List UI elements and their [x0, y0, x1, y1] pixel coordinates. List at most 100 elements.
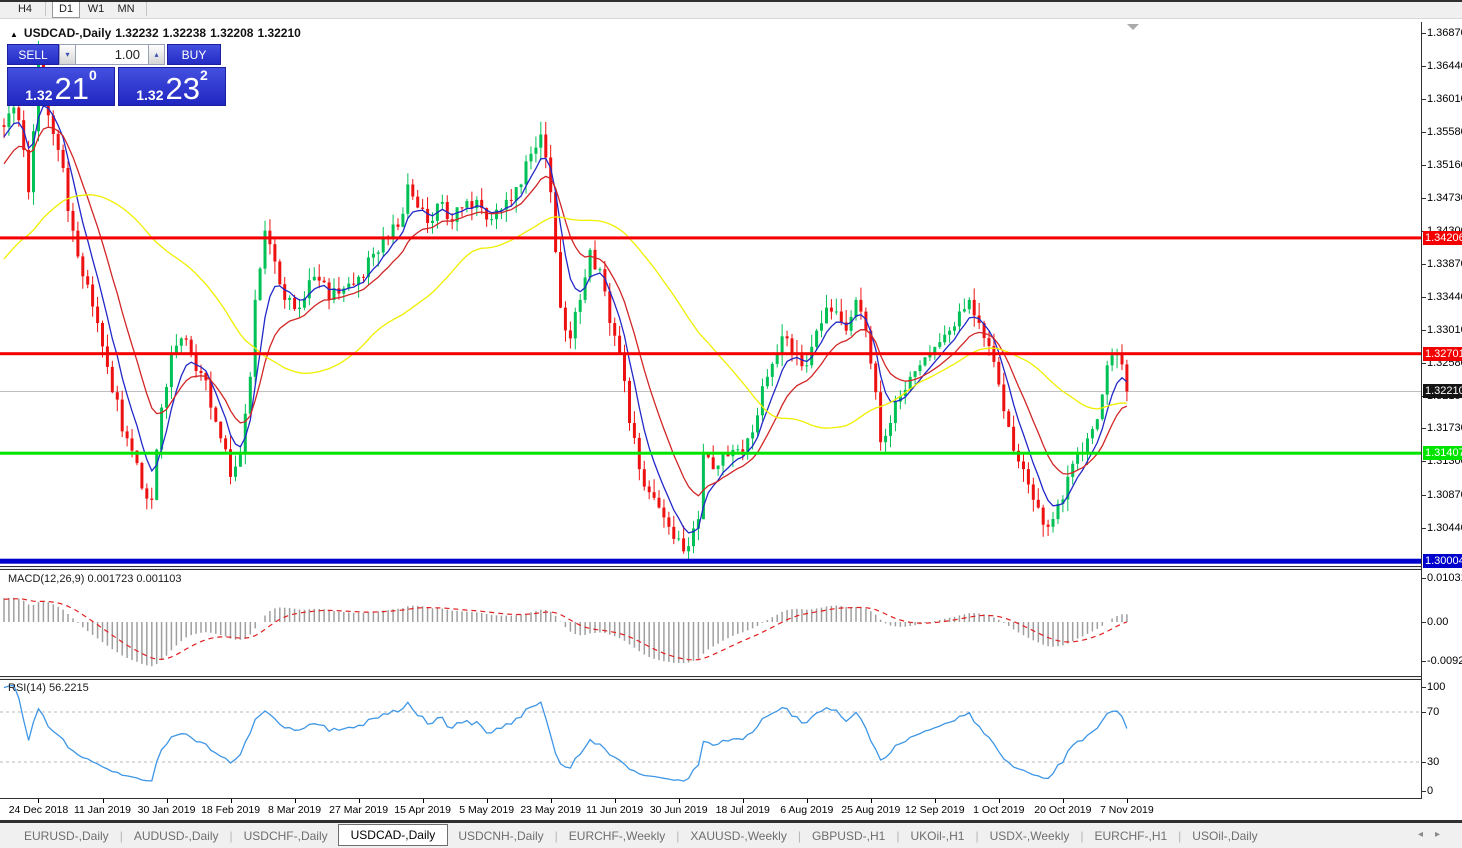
pane-gap[interactable]	[0, 677, 1462, 679]
chart-tab-ukoil[interactable]: UKOil-,H1	[910, 828, 965, 843]
price-label-box: 1.32210	[1423, 384, 1462, 399]
timeframe-button-d1[interactable]: D1	[52, 0, 80, 18]
buy-price-base: 1.32	[136, 87, 164, 103]
price-label-box: 1.31407	[1423, 446, 1462, 461]
ohlc-low: 1.32208	[210, 26, 254, 40]
time-tick	[38, 799, 40, 803]
ma-line-sma45[interactable]	[3, 194, 1127, 429]
chart-tab-usoil[interactable]: USOil-,Daily	[1192, 828, 1258, 843]
time-label: 20 Oct 2019	[1034, 804, 1092, 816]
chart-tab-xauusd[interactable]: XAUUSD-,Weekly	[690, 828, 787, 843]
chart-tab-eurchf[interactable]: EURCHF-,Weekly	[568, 828, 666, 843]
time-tick	[870, 799, 872, 803]
ohlc-close: 1.32210	[257, 26, 301, 40]
axis-tick	[1422, 296, 1426, 298]
tab-scroll-left-icon[interactable]: ◂	[1417, 829, 1435, 840]
price-label-box: 1.30004	[1423, 554, 1462, 569]
time-label: 11 Jun 2019	[586, 804, 644, 816]
macd-histogram	[3, 597, 1128, 667]
collapse-icon[interactable]: ▲	[10, 30, 18, 39]
time-tick	[230, 799, 232, 803]
time-label: 5 May 2019	[459, 804, 515, 816]
sell-price-button[interactable]: 1.32 21 0	[7, 67, 115, 106]
price-tick-label: 1.30870	[1427, 488, 1462, 501]
sell-price-big: 21	[54, 71, 89, 106]
pane-gap[interactable]	[0, 567, 1462, 569]
chart-tab-usdx[interactable]: USDX-,Weekly	[989, 828, 1070, 843]
axis-tick	[1422, 762, 1426, 763]
time-label: 30 Jan 2019	[137, 804, 196, 816]
rsi-scale-label: 70	[1427, 706, 1440, 718]
toolbar-separator	[45, 2, 46, 16]
horizontal-line[interactable]	[0, 558, 1421, 564]
axis-tick	[1422, 66, 1426, 68]
axis-tick	[1422, 33, 1426, 34]
rsi-scale-label: 30	[1427, 756, 1440, 768]
time-label: 7 Nov 2019	[1100, 804, 1154, 816]
axis-tick	[1422, 329, 1426, 331]
tab-separator: |	[229, 828, 233, 843]
symbol-label: USDCAD-,Daily	[23, 26, 112, 40]
tab-separator: |	[896, 828, 900, 843]
macd-scale-label: 0.010311	[1427, 572, 1462, 585]
rsi-pane[interactable]	[0, 680, 1421, 798]
chart-tab-usdchf[interactable]: USDCHF-,Daily	[243, 828, 328, 843]
timeframe-button-mn[interactable]: MN	[117, 3, 135, 15]
bear-candle-wicks	[3, 49, 1128, 554]
bull-candle-wicks	[8, 40, 1118, 561]
chart-tab-eurusd[interactable]: EURUSD-,Daily	[24, 828, 109, 843]
axis-tick	[1422, 661, 1426, 663]
rsi-label: RSI(14) 56.2215	[8, 682, 89, 694]
buy-price-sup: 2	[199, 67, 208, 83]
chart-tab-audusd[interactable]: AUDUSD-,Daily	[133, 828, 219, 843]
chart-tab-bar: EURUSD-,Daily | AUDUSD-,Daily | USDCHF-,Dail…	[0, 823, 1462, 848]
axis-tick	[1422, 99, 1426, 101]
axis-tick	[1422, 164, 1426, 166]
ma-line-ema14[interactable]	[3, 126, 1128, 497]
time-tick	[1062, 799, 1064, 803]
axis-tick	[1422, 197, 1426, 199]
sell-price-sup: 0	[88, 67, 97, 83]
price-tick-label: 1.33010	[1427, 323, 1462, 336]
volume-decrease-button[interactable]: ▾	[59, 44, 76, 65]
macd-pane[interactable]	[0, 570, 1421, 676]
chart-tab-usdcnh[interactable]: USDCNH-,Daily	[458, 828, 544, 843]
price-axis[interactable]: 1.36870 1.36440 1.36010 1.35580 1.35160 1.347…	[1422, 22, 1462, 819]
macd-scale-label: -0.009203	[1427, 655, 1462, 668]
axis-tick	[1422, 461, 1426, 463]
horizontal-line[interactable]	[0, 236, 1421, 240]
time-axis[interactable]: 24 Dec 2018 11 Jan 2019 30 Jan 2019 18 Feb …	[0, 799, 1462, 820]
price-tick-label: 1.33440	[1427, 290, 1462, 303]
chart-tab-eurchf[interactable]: EURCHF-,H1	[1094, 828, 1168, 843]
tab-separator: |	[676, 828, 680, 843]
horizontal-line[interactable]	[0, 352, 1421, 356]
window-top-border	[0, 0, 1462, 2]
time-tick	[998, 799, 1000, 803]
rsi-scale-label: 100	[1427, 681, 1446, 693]
horizontal-line[interactable]	[0, 451, 1421, 455]
price-tick-label: 1.36440	[1427, 60, 1462, 73]
time-tick	[1126, 799, 1128, 803]
time-label: 24 Dec 2018	[8, 804, 69, 816]
volume-input[interactable]	[76, 44, 148, 65]
timeframe-button-h4[interactable]: H4	[17, 3, 33, 15]
pane-divider	[0, 566, 1462, 567]
price-label-box: 1.34206	[1423, 230, 1462, 245]
time-label: 18 Feb 2019	[201, 804, 261, 816]
buy-button[interactable]: BUY	[167, 44, 221, 65]
sell-button[interactable]: SELL	[7, 44, 59, 65]
tab-scroll-right-icon[interactable]: ▸	[1434, 829, 1452, 840]
volume-increase-button[interactable]: ▴	[148, 44, 165, 65]
chart-tab-gbpusd[interactable]: GBPUSD-,H1	[811, 828, 886, 843]
tab-separator: |	[554, 828, 558, 843]
timeframe-toolbar: H4 D1 W1 MN	[0, 0, 1462, 19]
price-label-box: 1.32701	[1423, 346, 1462, 361]
chart-tab-usdcad[interactable]: USDCAD-,Daily	[337, 823, 449, 846]
buy-price-button[interactable]: 1.32 23 2	[118, 67, 226, 106]
axis-separator	[1421, 22, 1422, 798]
timeframe-button-w1[interactable]: W1	[87, 3, 105, 15]
time-tick	[550, 799, 552, 803]
ma-line-ema6[interactable]	[3, 104, 1128, 534]
chart-shift-marker-icon	[1127, 24, 1139, 30]
